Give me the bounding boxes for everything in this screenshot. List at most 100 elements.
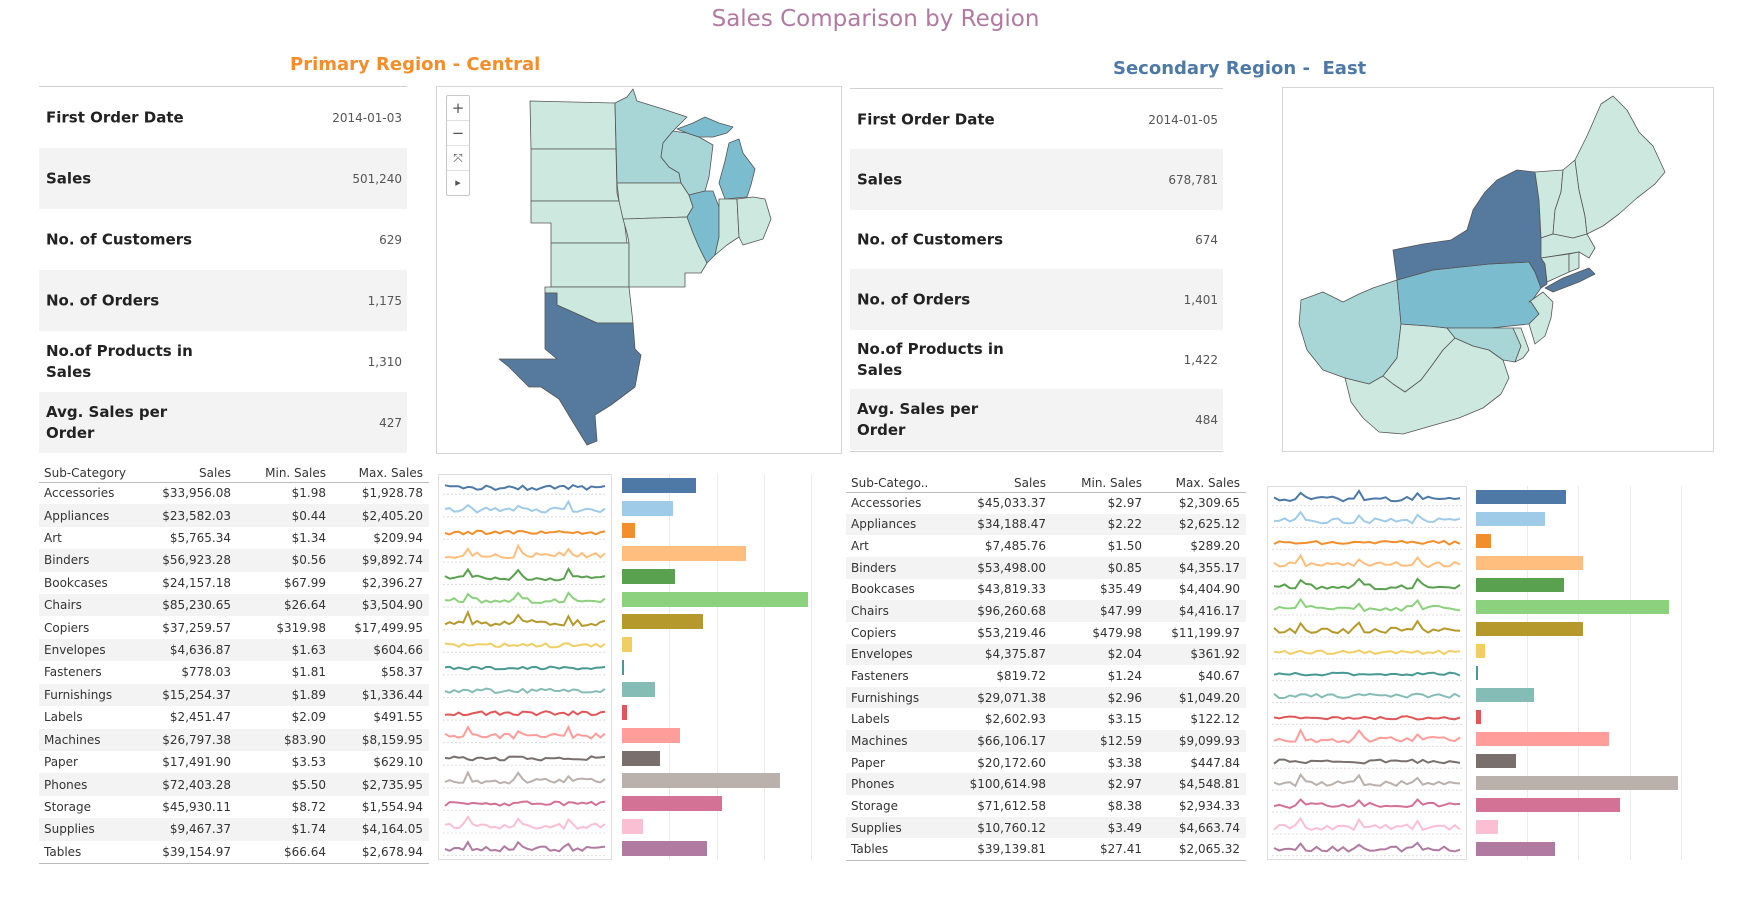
sales-bar-art[interactable]: [1476, 533, 1492, 549]
sparkline-accessories: [444, 483, 606, 492]
expand-toolbar-icon[interactable]: ▸: [455, 176, 461, 189]
sales-cell: $2,602.93: [984, 712, 1046, 727]
max-sales-cell: $2,065.32: [1178, 842, 1240, 857]
min-sales-cell: $1.24: [1107, 668, 1142, 683]
state-ohio[interactable]: [1298, 279, 1402, 385]
sparkline-copiers: [1273, 619, 1461, 635]
kpi-value: 2014-01-03: [332, 110, 402, 125]
sales-bar-machines[interactable]: [622, 727, 681, 743]
sales-bar-chairs[interactable]: [622, 591, 808, 607]
sales-bar-appliances[interactable]: [622, 500, 674, 516]
state-north-dakota[interactable]: [529, 100, 617, 150]
min-sales-cell: $5.50: [291, 777, 326, 792]
east-region-map[interactable]: [1282, 87, 1714, 452]
sales-bar-binders[interactable]: [622, 546, 747, 562]
table-row: Supplies $9,467.37 $1.74 $4,164.05: [39, 818, 429, 841]
state-michigan-up[interactable]: [676, 116, 734, 138]
state-new-york-long-island[interactable]: [1544, 267, 1596, 293]
east-trend-sparklines: [1267, 486, 1467, 860]
kpi-row: Avg. Sales per Order 484: [850, 389, 1223, 450]
sales-bar-paper[interactable]: [1476, 753, 1517, 769]
state-maine[interactable]: [1574, 95, 1666, 235]
sales-bar-accessories[interactable]: [622, 478, 697, 494]
table-row: Bookcases $43,819.33 $35.49 $4,404.90: [846, 579, 1246, 601]
sales-bar-machines[interactable]: [1476, 731, 1609, 747]
sales-bar-binders[interactable]: [1476, 555, 1584, 571]
state-nebraska[interactable]: [530, 200, 628, 244]
sales-cell: $4,636.87: [169, 643, 231, 658]
zoom-in-button[interactable]: +: [447, 96, 469, 121]
state-delaware[interactable]: [1512, 327, 1530, 363]
sales-bar-accessories[interactable]: [1476, 489, 1567, 505]
table-header: Sub-Catego.. Sales Min. Sales Max. Sales: [846, 473, 1246, 493]
table-footer-rule: [39, 863, 429, 864]
table-row: Machines $66,106.17 $12.59 $9,099.93: [846, 730, 1246, 752]
sales-bar-phones[interactable]: [622, 773, 780, 789]
sales-bar-copiers[interactable]: [622, 614, 704, 630]
state-south-dakota[interactable]: [530, 148, 620, 202]
sparkline-phones: [444, 770, 606, 785]
kpi-value: 484: [1195, 412, 1218, 427]
kpi-label: First Order Date: [46, 108, 184, 126]
min-sales-cell: $27.41: [1100, 842, 1142, 857]
sales-bar-tables[interactable]: [1476, 841, 1555, 857]
sales-bar-paper[interactable]: [622, 750, 661, 766]
sales-bar-appliances[interactable]: [1476, 511, 1545, 527]
sales-bar-fasteners[interactable]: [1476, 665, 1478, 681]
subcategory-cell: Art: [851, 539, 869, 554]
sales-bar-envelopes[interactable]: [622, 637, 633, 652]
east-map-svg[interactable]: [1283, 88, 1713, 451]
central-region-map[interactable]: + − ⤧ ▸: [436, 86, 842, 454]
max-sales-cell: $4,416.17: [1178, 604, 1240, 619]
state-connecticut[interactable]: [1540, 253, 1570, 283]
min-sales-cell: $0.56: [291, 553, 326, 568]
state-iowa[interactable]: [616, 182, 694, 220]
table-row: Fasteners $778.03 $1.81 $58.37: [39, 661, 429, 683]
sales-bar-storage[interactable]: [1476, 797, 1620, 813]
kpi-value: 1,310: [367, 354, 402, 369]
state-texas[interactable]: [498, 292, 642, 446]
sales-bar-tables[interactable]: [622, 841, 708, 857]
sales-bar-labels[interactable]: [622, 705, 628, 721]
sales-cell: $56,923.28: [162, 553, 231, 568]
subcategory-cell: Chairs: [851, 604, 889, 619]
state-maryland[interactable]: [1446, 327, 1522, 363]
sales-cell: $23,582.03: [162, 508, 231, 523]
state-ohio[interactable]: [736, 196, 772, 246]
sales-bar-furnishings[interactable]: [1476, 687, 1535, 703]
kpi-value: 501,240: [352, 171, 402, 186]
sales-bar-envelopes[interactable]: [1476, 643, 1485, 659]
zoom-out-button[interactable]: −: [447, 121, 469, 146]
sales-bar-bookcases[interactable]: [622, 568, 675, 584]
sales-bar-fasteners[interactable]: [622, 659, 624, 675]
kpi-label: No. of Orders: [46, 291, 160, 309]
max-sales-cell: $4,548.81: [1178, 777, 1240, 792]
sales-cell: $24,157.18: [162, 575, 231, 590]
sales-bar-copiers[interactable]: [1476, 621, 1583, 637]
subcategory-cell: Machines: [851, 733, 908, 748]
state-new-jersey[interactable]: [1528, 291, 1554, 345]
sales-bar-bookcases[interactable]: [1476, 577, 1564, 593]
state-michigan[interactable]: [718, 138, 756, 200]
subcategory-cell: Envelopes: [44, 643, 106, 658]
sales-bar-supplies[interactable]: [622, 818, 643, 834]
sales-bar-labels[interactable]: [1476, 709, 1482, 725]
kpi-row: No.of Products in Sales 1,310: [39, 331, 407, 392]
sales-bar-storage[interactable]: [622, 795, 723, 811]
sales-bar-art[interactable]: [622, 523, 635, 539]
state-illinois[interactable]: [686, 190, 720, 264]
sales-bar-supplies[interactable]: [1476, 819, 1498, 835]
sparkline-paper: [1273, 758, 1461, 765]
state-kansas[interactable]: [550, 242, 630, 288]
col-header-min-sales: Min. Sales: [265, 465, 326, 480]
sales-bar-phones[interactable]: [1476, 775, 1678, 791]
sales-bar-chairs[interactable]: [1476, 599, 1670, 615]
table-row: Copiers $53,219.46 $479.98 $11,199.97: [846, 622, 1246, 644]
table-row: Paper $20,172.60 $3.38 $447.84: [846, 752, 1246, 774]
central-map-svg[interactable]: [437, 87, 841, 453]
reset-map-icon[interactable]: ⤧: [447, 146, 469, 171]
sales-bar-furnishings[interactable]: [622, 682, 656, 698]
sales-cell: $71,612.58: [977, 798, 1046, 813]
sparkline-envelopes: [444, 642, 606, 649]
state-rhode-island[interactable]: [1568, 251, 1580, 273]
